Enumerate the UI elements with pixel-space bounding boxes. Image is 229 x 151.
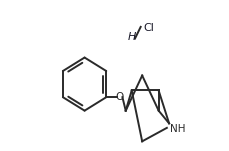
Text: H: H (128, 32, 136, 42)
Text: Cl: Cl (144, 23, 155, 33)
Text: O: O (116, 92, 124, 102)
Text: NH: NH (170, 124, 185, 134)
